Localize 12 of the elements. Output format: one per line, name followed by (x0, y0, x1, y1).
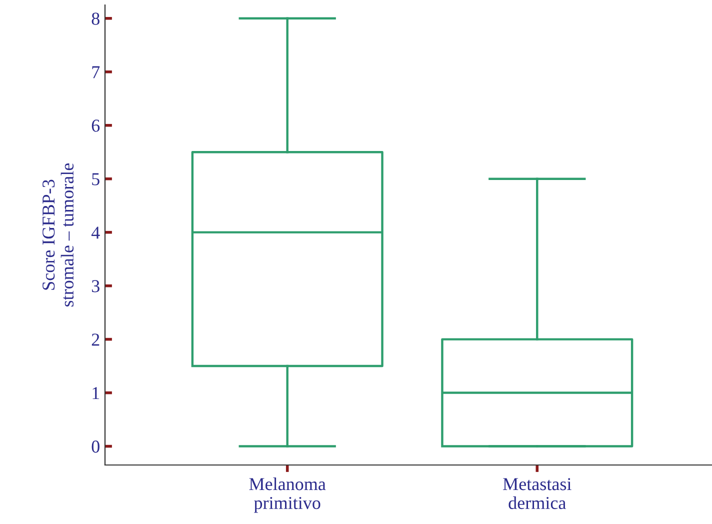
x-tick-label: Melanoma primitivo (249, 478, 326, 513)
y-tick-label: 4 (91, 226, 100, 239)
y-axis-title: Score IGFBP-3 stromale – tumorale (42, 163, 74, 306)
x-tick-label: Metastasi dermica (503, 478, 572, 510)
y-tick-label: 7 (92, 66, 100, 78)
y-tick-label: 5 (92, 173, 100, 186)
y-tick-label: 3 (92, 280, 100, 292)
y-tick-label: 0 (92, 440, 100, 453)
y-tick-label: 2 (92, 334, 100, 346)
y-tick-label: 8 (92, 12, 100, 25)
y-tick-label: 1 (92, 387, 100, 400)
y-tick-label: 6 (92, 120, 100, 132)
